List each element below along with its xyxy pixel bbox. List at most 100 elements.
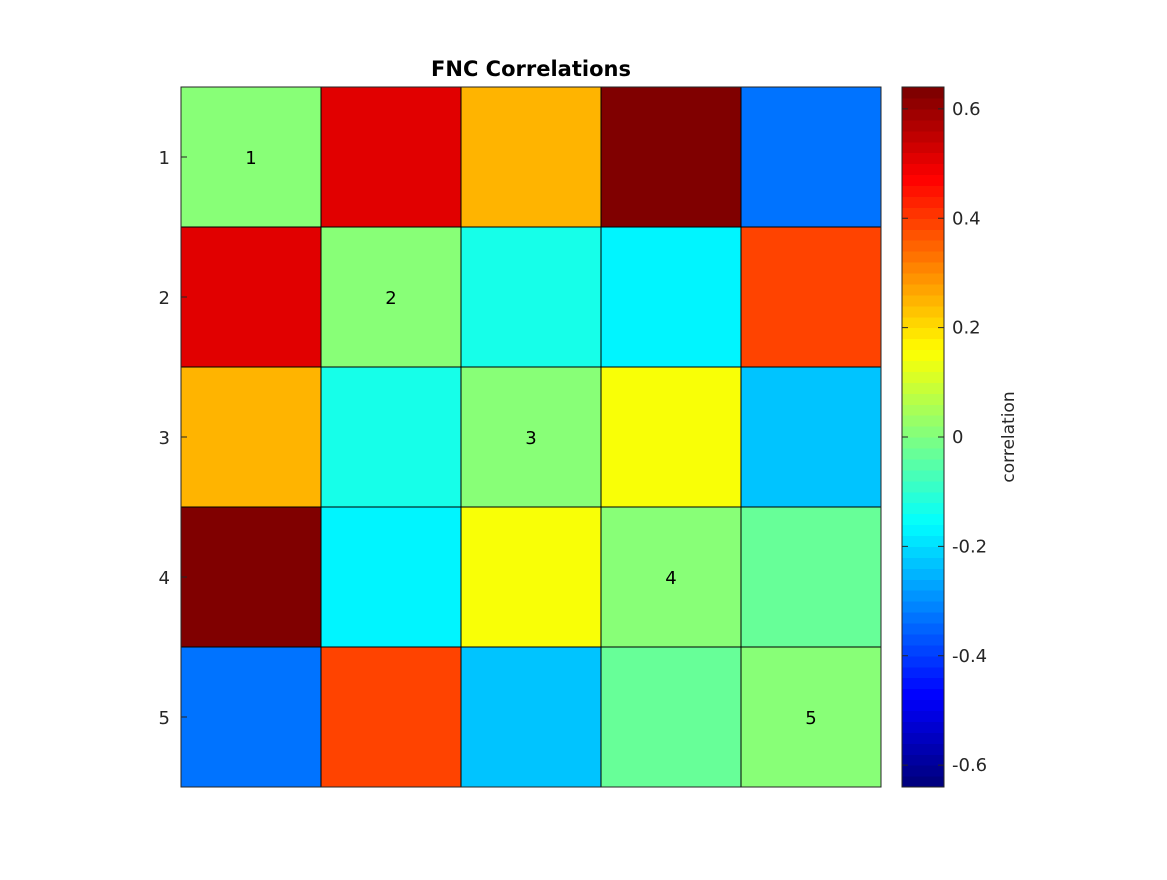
heatmap-cell-5-5 bbox=[740, 646, 882, 788]
row-tick-labels: 1 2 3 4 5 bbox=[159, 148, 187, 729]
colorbar-level-51 bbox=[902, 229, 944, 241]
colorbar-level-57 bbox=[902, 163, 944, 176]
heatmap-cell-5-4 bbox=[600, 646, 742, 788]
heatmap-cell-4-4 bbox=[600, 506, 742, 648]
colorbar-level-12 bbox=[902, 655, 944, 668]
colorbar-level-56 bbox=[902, 174, 944, 187]
colorbar-level-22 bbox=[902, 546, 944, 558]
colorbar-level-18 bbox=[902, 590, 944, 602]
diagonal-label-5: 5 bbox=[805, 708, 816, 729]
colorbar-level-23 bbox=[902, 535, 944, 547]
colorbar-tick-label-3: 0.2 bbox=[952, 318, 981, 339]
colorbar-level-64 bbox=[902, 87, 944, 99]
colorbar-level-44 bbox=[902, 305, 944, 318]
colorbar-level-7 bbox=[902, 710, 944, 722]
colorbar-level-29 bbox=[902, 469, 944, 482]
colorbar-level-47 bbox=[902, 272, 944, 285]
colorbar-level-35 bbox=[902, 404, 944, 416]
colorbar-level-26 bbox=[902, 502, 944, 515]
colorbar-level-25 bbox=[902, 513, 944, 526]
heatmap-cells: 1 2 3 4 5 bbox=[180, 86, 882, 788]
colorbar-tick-label-1: 0.6 bbox=[952, 99, 981, 120]
colorbar-level-36 bbox=[902, 393, 944, 405]
heatmap-cell-2-4 bbox=[600, 226, 742, 368]
colorbar-level-31 bbox=[902, 447, 944, 460]
colorbar-level-38 bbox=[902, 371, 944, 383]
colorbar-level-37 bbox=[902, 382, 944, 394]
colorbar-level-15 bbox=[902, 622, 944, 635]
heatmap-cell-5-3 bbox=[460, 646, 602, 788]
colorbar-level-63 bbox=[902, 97, 944, 110]
row-tick-label-1: 1 bbox=[159, 148, 170, 169]
colorbar-level-4 bbox=[902, 743, 944, 755]
colorbar-level-9 bbox=[902, 688, 944, 701]
diagonal-label-2: 2 bbox=[385, 288, 396, 309]
colorbar-tick-label-4: 0 bbox=[952, 427, 963, 448]
heatmap-cell-4-5 bbox=[740, 506, 882, 648]
colorbar-level-17 bbox=[902, 601, 944, 613]
colorbar-level-1 bbox=[902, 776, 944, 788]
heatmap-cell-3-1 bbox=[180, 366, 322, 508]
colorbar-level-34 bbox=[902, 415, 944, 427]
colorbar-tick-label-2: 0.4 bbox=[952, 208, 981, 229]
heatmap-cell-1-1 bbox=[180, 86, 322, 228]
colorbar-level-28 bbox=[902, 480, 944, 493]
colorbar-level-46 bbox=[902, 283, 944, 296]
colorbar-level-3 bbox=[902, 754, 944, 766]
colorbar-tick-label-5: -0.2 bbox=[952, 536, 987, 557]
colorbar-level-14 bbox=[902, 633, 944, 646]
heatmap-cell-5-2 bbox=[320, 646, 462, 788]
colorbar-level-50 bbox=[902, 240, 944, 252]
row-tick-label-4: 4 bbox=[159, 568, 170, 589]
diagonal-label-3: 3 bbox=[525, 428, 536, 449]
colorbar-label: correlation bbox=[999, 391, 1019, 482]
colorbar-level-60 bbox=[902, 130, 944, 143]
row-tick-label-2: 2 bbox=[159, 288, 170, 309]
colorbar-level-8 bbox=[902, 699, 944, 712]
colorbar-level-54 bbox=[902, 196, 944, 208]
colorbar-level-45 bbox=[902, 294, 944, 307]
colorbar-level-40 bbox=[902, 349, 944, 362]
colorbar-level-52 bbox=[902, 218, 944, 230]
heatmap-cell-2-2 bbox=[320, 226, 462, 368]
colorbar-level-41 bbox=[902, 338, 944, 351]
colorbar-level-32 bbox=[902, 437, 944, 449]
colorbar-level-48 bbox=[902, 262, 944, 274]
colorbar-level-61 bbox=[902, 119, 944, 132]
colorbar-tick-label-7: -0.6 bbox=[952, 755, 987, 776]
chart-title: FNC Correlations bbox=[431, 57, 631, 81]
row-tick-label-5: 5 bbox=[159, 708, 170, 729]
colorbar-level-33 bbox=[902, 426, 944, 438]
heatmap-cell-5-1 bbox=[180, 646, 322, 788]
colorbar-level-58 bbox=[902, 152, 944, 165]
colorbar-level-43 bbox=[902, 316, 944, 329]
colorbar-level-49 bbox=[902, 251, 944, 263]
colorbar-level-2 bbox=[902, 765, 944, 777]
colorbar-tick-label-6: -0.4 bbox=[952, 646, 987, 667]
colorbar-level-16 bbox=[902, 612, 944, 624]
heatmap-cell-2-1 bbox=[180, 226, 322, 368]
heatmap-cell-2-3 bbox=[460, 226, 602, 368]
row-tick-label-3: 3 bbox=[159, 428, 170, 449]
colorbar: 0.6 0.4 0.2 0 -0.2 -0.4 -0.6 bbox=[901, 86, 987, 788]
colorbar-level-53 bbox=[902, 207, 944, 219]
colorbar-level-13 bbox=[902, 644, 944, 657]
heatmap-cell-3-5 bbox=[740, 366, 882, 508]
colorbar-level-19 bbox=[902, 579, 944, 591]
heatmap-cell-1-5 bbox=[740, 86, 882, 228]
colorbar-level-39 bbox=[902, 360, 944, 372]
heatmap-cell-1-4 bbox=[600, 86, 742, 228]
heatmap-cell-2-5 bbox=[740, 226, 882, 368]
colorbar-level-10 bbox=[902, 677, 944, 690]
colorbar-level-24 bbox=[902, 524, 944, 537]
colorbar-level-55 bbox=[902, 185, 944, 197]
diagonal-label-4: 4 bbox=[665, 568, 676, 589]
colorbar-level-11 bbox=[902, 666, 944, 679]
colorbar-level-6 bbox=[902, 721, 944, 733]
heatmap-cell-1-2 bbox=[320, 86, 462, 228]
colorbar-level-30 bbox=[902, 458, 944, 471]
colorbar-level-21 bbox=[902, 557, 944, 569]
diagonal-label-1: 1 bbox=[245, 148, 256, 169]
heatmap-cell-4-3 bbox=[460, 506, 602, 648]
